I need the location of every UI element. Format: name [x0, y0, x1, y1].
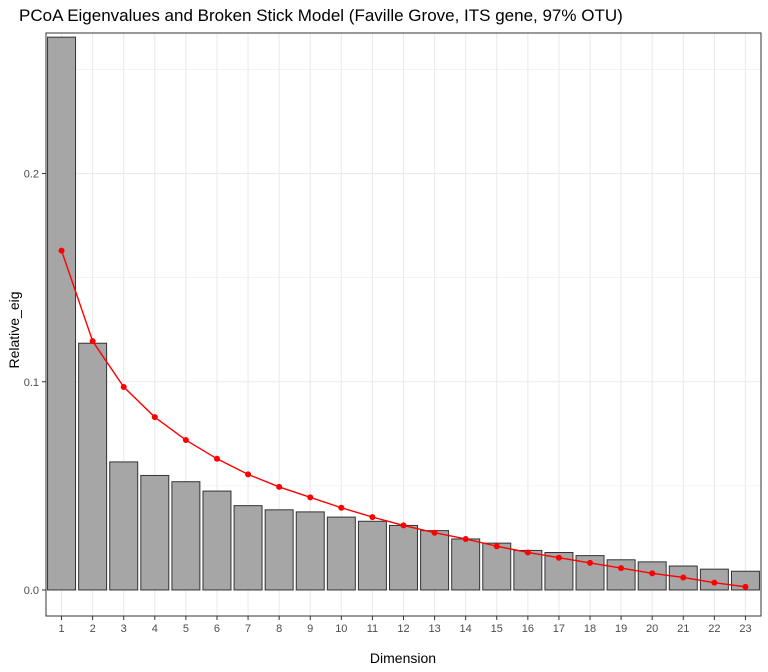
- x-tick-label: 18: [584, 623, 596, 635]
- x-axis: 1 2 3 4 5 6 7 8 9 10 11 12 13 14 15 16 17 18 19 20 21 22 23: [58, 616, 751, 635]
- bar: [79, 343, 107, 590]
- x-tick-label: 2: [90, 623, 96, 635]
- broken-stick-point: [401, 522, 407, 528]
- x-axis-label: Dimension: [370, 650, 436, 666]
- broken-stick-point: [152, 414, 158, 420]
- x-tick-label: 4: [152, 623, 158, 635]
- x-tick-label: 8: [276, 623, 282, 635]
- x-tick-label: 14: [460, 623, 472, 635]
- x-tick-label: 10: [335, 623, 347, 635]
- bar: [358, 521, 386, 590]
- broken-stick-point: [121, 384, 127, 390]
- broken-stick-point: [245, 471, 251, 477]
- x-tick-label: 6: [214, 623, 220, 635]
- broken-stick-point: [90, 338, 96, 344]
- broken-stick-point: [214, 456, 220, 462]
- x-tick-label: 21: [677, 623, 689, 635]
- broken-stick-point: [432, 530, 438, 536]
- bar: [327, 517, 355, 590]
- bar: [172, 482, 200, 590]
- x-tick-label: 12: [397, 623, 409, 635]
- x-tick-label: 17: [553, 623, 565, 635]
- broken-stick-point: [369, 514, 375, 520]
- x-tick-label: 9: [307, 623, 313, 635]
- bar: [48, 37, 76, 590]
- broken-stick-point: [307, 494, 313, 500]
- x-tick-label: 11: [367, 623, 378, 635]
- broken-stick-point: [649, 570, 655, 576]
- y-axis-label: Relative_eig: [6, 291, 22, 368]
- bar: [110, 462, 138, 590]
- bar: [203, 491, 231, 590]
- bar: [421, 531, 449, 590]
- x-tick-label: 7: [245, 623, 251, 635]
- broken-stick-point: [742, 584, 748, 590]
- x-tick-label: 15: [491, 623, 503, 635]
- broken-stick-point: [556, 555, 562, 561]
- y-tick-label: 0.2: [24, 169, 39, 181]
- bar: [234, 506, 262, 590]
- broken-stick-point: [525, 549, 531, 555]
- bar: [390, 525, 418, 590]
- y-tick-label: 0.1: [24, 377, 39, 389]
- broken-stick-point: [618, 565, 624, 571]
- x-tick-label: 1: [58, 623, 64, 635]
- x-tick-label: 5: [183, 623, 189, 635]
- x-tick-label: 19: [615, 623, 627, 635]
- chart-title: PCoA Eigenvalues and Broken Stick Model …: [19, 6, 623, 25]
- broken-stick-point: [711, 580, 717, 586]
- bar: [452, 539, 480, 590]
- plot-panel: [46, 33, 761, 616]
- x-tick-label: 13: [428, 623, 440, 635]
- x-tick-label: 20: [646, 623, 658, 635]
- x-tick-label: 3: [121, 623, 127, 635]
- x-tick-label: 22: [708, 623, 720, 635]
- broken-stick-point: [338, 505, 344, 511]
- broken-stick-point: [587, 560, 593, 566]
- broken-stick-point: [276, 484, 282, 490]
- x-tick-label: 23: [739, 623, 751, 635]
- bar: [141, 475, 169, 590]
- bar: [483, 543, 511, 590]
- broken-stick-point: [183, 437, 189, 443]
- broken-stick-point: [494, 543, 500, 549]
- bar: [700, 569, 728, 590]
- bar: [514, 550, 542, 590]
- y-axis: 0.0 0.1 0.2: [24, 169, 46, 597]
- x-tick-label: 16: [522, 623, 534, 635]
- bar: [265, 510, 293, 590]
- y-tick-label: 0.0: [24, 585, 39, 597]
- bar: [296, 512, 324, 590]
- broken-stick-point: [463, 536, 469, 542]
- broken-stick-point: [680, 574, 686, 580]
- broken-stick-point: [59, 248, 65, 254]
- bar: [607, 560, 635, 590]
